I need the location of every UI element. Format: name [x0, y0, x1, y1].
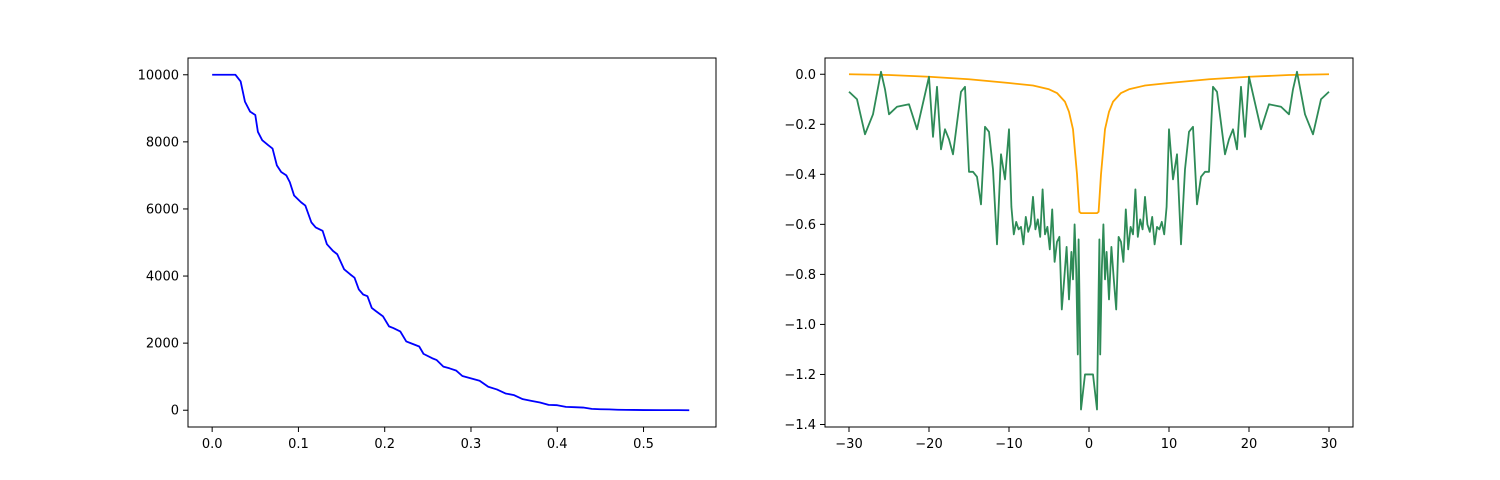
- chart0-series-0-line: [212, 73, 690, 412]
- chart1-x-tick-label: −30: [835, 437, 862, 452]
- chart1-y-tick-label: −0.6: [784, 218, 816, 233]
- chart0-y-tick-label: 2000: [146, 337, 179, 352]
- chart1-y-tick-label: −1.0: [784, 318, 816, 333]
- chart1-x-tick-label: 30: [1321, 437, 1338, 452]
- chart1-series-1-line: [848, 70, 1330, 411]
- chart1-y-tick-label: −0.4: [784, 168, 816, 183]
- chart0-y-tick-label: 4000: [146, 270, 179, 285]
- chart0-x-tick-label: 0.1: [288, 437, 309, 452]
- chart1-axes-frame: [824, 57, 1354, 428]
- chart0-x-tick-label: 0.2: [374, 437, 395, 452]
- chart0-x-tick-label: 0.0: [202, 437, 223, 452]
- chart0-y-tick-label: 10000: [138, 68, 179, 83]
- chart0-y-tick-label: 0: [171, 404, 179, 419]
- chart1-x-tick-label: 10: [1161, 437, 1178, 452]
- left-chart: 0.0 0.1 0.2 0.3 0.4 0.5 0 2000 4000 6000 8000 10000: [138, 57, 717, 452]
- chart0-y-tick-label: 8000: [146, 135, 179, 150]
- chart1-y-tick-label: −0.8: [784, 268, 816, 283]
- chart1-series-0-line: [848, 73, 1330, 215]
- chart0-axes-frame: [187, 57, 717, 428]
- chart0-x-tick-label: 0.5: [633, 437, 654, 452]
- chart1-x-tick-label: −20: [915, 437, 942, 452]
- chart1-x-tick-label: 20: [1241, 437, 1258, 452]
- chart1-x-tick-label: −10: [995, 437, 1022, 452]
- chart0-x-tick-label: 0.3: [461, 437, 482, 452]
- chart1-y-tick-label: −1.2: [784, 368, 816, 383]
- chart0-y-tick-label: 6000: [146, 202, 179, 217]
- chart1-y-tick-label: −1.4: [784, 418, 816, 433]
- chart1-y-tick-label: 0.0: [795, 68, 816, 83]
- chart1-y-tick-label: −0.2: [784, 118, 816, 133]
- right-chart: −30 −20 −10 0 10 20 30 0.0 −0.2 −0.4 −0.6 −0.8 −1.0 −…: [784, 57, 1354, 452]
- chart0-x-tick-label: 0.4: [547, 437, 568, 452]
- chart1-x-tick-label: 0: [1085, 437, 1093, 452]
